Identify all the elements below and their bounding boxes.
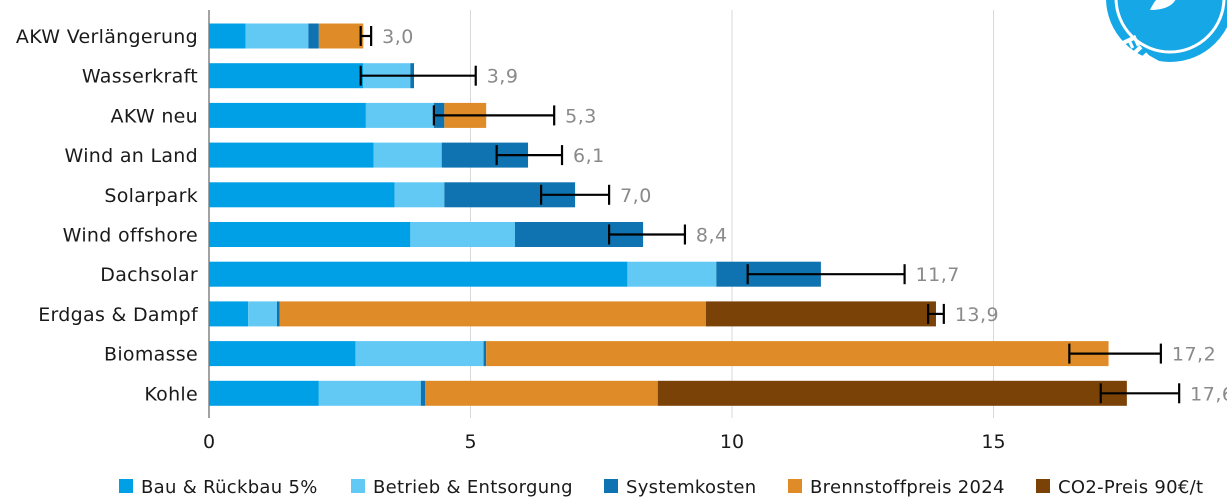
total-value-label: 17,6	[1190, 383, 1227, 405]
legend-label: Brennstoffpreis 2024	[810, 477, 1005, 498]
legend-swatch	[351, 479, 365, 493]
bar-segment-2	[245, 23, 309, 49]
bar-segment-2	[394, 182, 445, 208]
bar-segment-4	[279, 301, 706, 327]
total-value-label: 7,0	[620, 185, 652, 207]
error-bar	[432, 105, 556, 126]
category-label: Kohle	[144, 383, 198, 405]
x-tick-label: 0	[203, 431, 215, 453]
error-bar	[495, 145, 564, 166]
legend-item: Bau & Rückbau 5%	[119, 477, 318, 498]
category-label: AKW Verlängerung	[16, 26, 198, 48]
error-bar	[746, 264, 906, 285]
bar-segment-5	[705, 301, 936, 327]
bar-segment-1	[209, 301, 249, 327]
category-label: Wind an Land	[65, 145, 198, 167]
bar-segment-1	[209, 23, 246, 49]
category-label: AKW neu	[111, 105, 198, 127]
total-value-label: 6,1	[573, 145, 605, 167]
error-bar	[1099, 383, 1181, 404]
total-value-label: 3,9	[487, 66, 519, 88]
legend-label: Systemkosten	[626, 477, 756, 498]
error-bar	[1068, 343, 1162, 364]
error-bars-layer	[359, 26, 1181, 404]
bar-segment-3	[276, 301, 280, 327]
legend-item: Brennstoffpreis 2024	[788, 477, 1005, 498]
legend-swatch	[119, 479, 133, 493]
bar-segment-1	[209, 261, 628, 287]
bar-segment-5	[657, 380, 1127, 406]
error-bar	[927, 303, 945, 324]
legend-label: Bau & Rückbau 5%	[141, 477, 318, 498]
bar-segment-2	[627, 261, 717, 287]
bar-segment-1	[209, 63, 364, 89]
category-label: Biomasse	[104, 344, 198, 366]
legend-label: CO2-Preis 90€/t	[1058, 477, 1203, 498]
legend-item: Systemkosten	[604, 477, 756, 498]
bar-segment-2	[248, 301, 277, 327]
bar-segment-2	[365, 102, 434, 128]
bars-layer	[209, 23, 1127, 406]
bar-segment-1	[209, 142, 374, 168]
legend-item: Betrieb & Entsorgung	[351, 477, 573, 498]
error-bar	[359, 65, 477, 86]
legend-item: CO2-Preis 90€/t	[1036, 477, 1203, 498]
leaf-icon	[1150, 0, 1176, 10]
bar-segment-1	[209, 182, 395, 208]
category-label: Wasserkraft	[82, 66, 198, 88]
future-logo: FUTURE	[1106, 0, 1227, 86]
total-value-label: 5,3	[565, 105, 597, 127]
bar-segment-2	[373, 142, 442, 168]
category-label: Erdgas & Dampf	[38, 304, 199, 326]
bar-segment-3	[308, 23, 319, 49]
total-value-label: 3,0	[382, 26, 414, 48]
bar-segment-4	[424, 380, 658, 406]
logo-ring	[1114, 0, 1226, 54]
legend-swatch	[604, 479, 618, 493]
bar-segment-3	[420, 380, 425, 406]
total-value-label: 8,4	[696, 225, 728, 247]
bar-segment-2	[355, 341, 484, 367]
total-value-label: 11,7	[916, 264, 960, 286]
bar-segment-2	[318, 380, 421, 406]
total-value-label: 13,9	[955, 304, 999, 326]
category-label: Dachsolar	[100, 264, 198, 286]
x-tick-label: 15	[981, 431, 1005, 453]
error-bar	[607, 224, 687, 245]
bar-segment-4	[486, 341, 1109, 367]
bar-segment-1	[209, 102, 366, 128]
legend-swatch	[788, 479, 802, 493]
total-value-label: 17,2	[1172, 344, 1216, 366]
legend-swatch	[1036, 479, 1050, 493]
error-bar	[359, 26, 373, 46]
bar-segment-1	[209, 380, 319, 406]
legend: Bau & Rückbau 5% Betrieb & Entsorgung Syst…	[119, 477, 1203, 498]
category-label: Wind offshore	[63, 225, 198, 247]
bar-segment-4	[318, 23, 364, 49]
legend-label: Betrieb & Entsorgung	[373, 477, 573, 498]
x-tick-label: 10	[720, 431, 744, 453]
bar-segment-2	[410, 222, 515, 247]
category-label: Solarpark	[104, 185, 198, 207]
bar-segment-1	[209, 341, 356, 367]
error-bar	[540, 184, 611, 205]
bar-segment-3	[483, 341, 487, 367]
labels-layer: 0 5 10 15 AKW Verlängerung 3,0 Wasserkraft 3,9 A…	[16, 26, 1227, 453]
x-tick-label: 5	[464, 431, 476, 453]
bar-segment-1	[209, 222, 411, 247]
